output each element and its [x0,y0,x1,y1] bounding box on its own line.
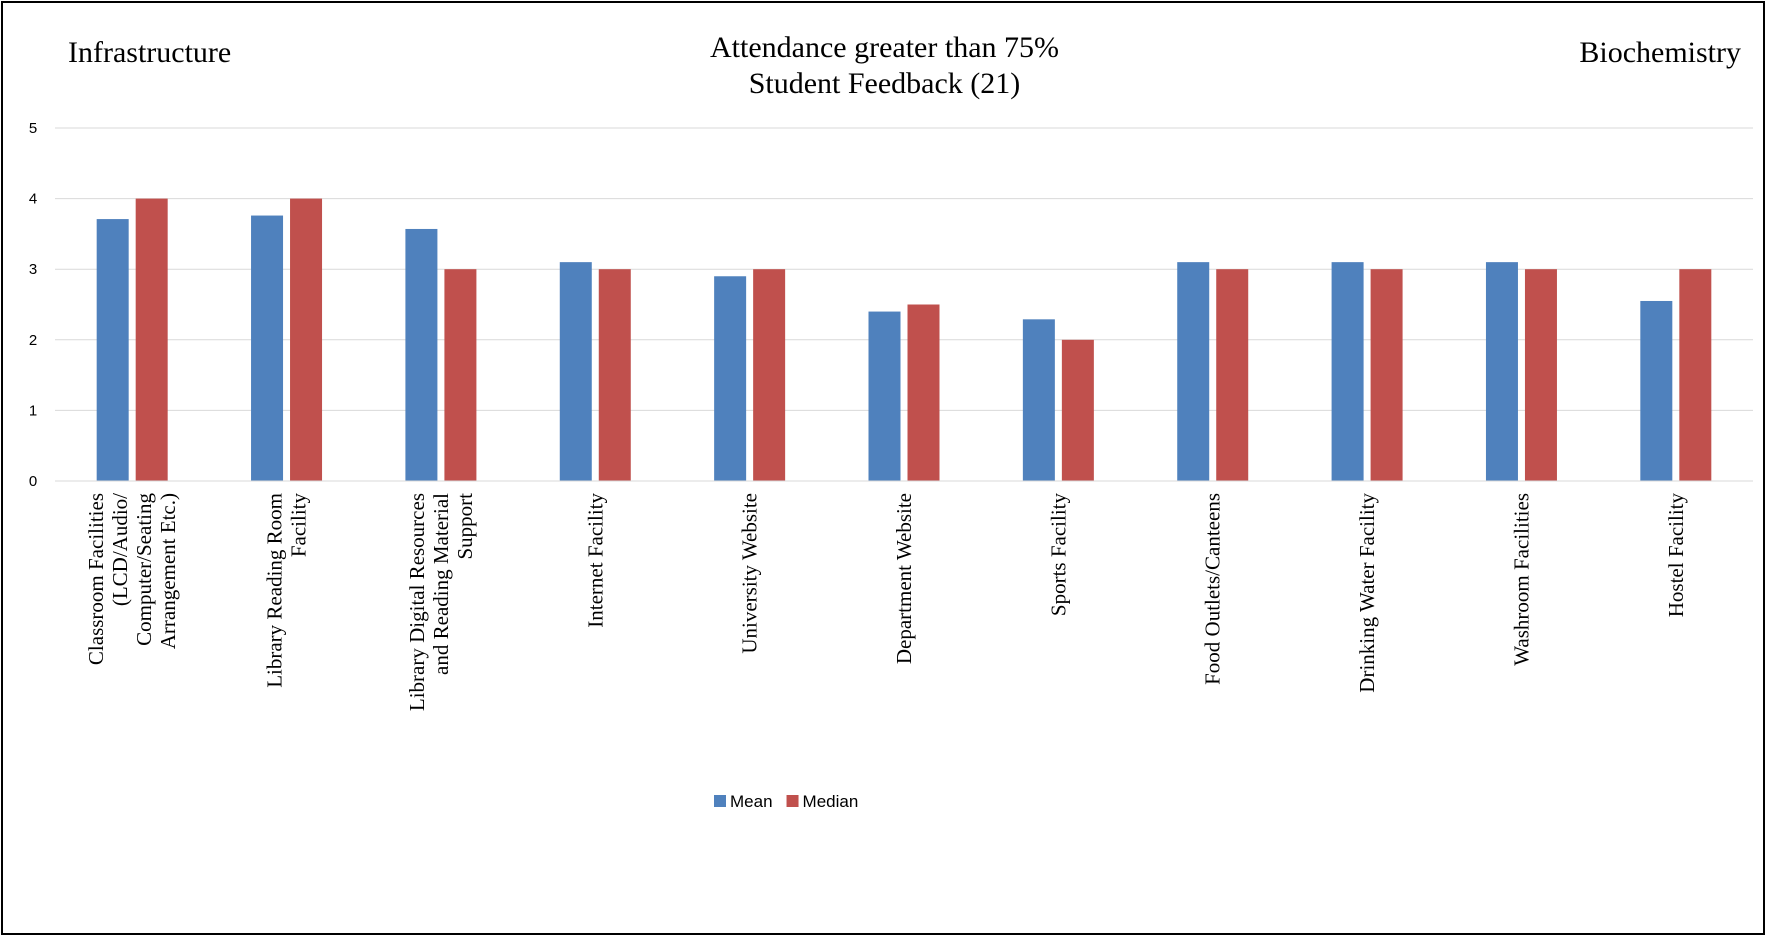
chart-title-line-1: Attendance greater than 75% [710,31,1059,64]
category-label-3: Library Digital Resources and Reading Mat… [405,493,477,711]
legend-label-median: Median [803,792,859,811]
category-label-line: Support [453,493,477,560]
chart-title: Attendance greater than 75% Student Feed… [0,30,1769,102]
bar-mean-10 [1485,262,1518,481]
y-tick-label: 2 [29,332,37,349]
category-label-line: Arrangement Etc.) [156,493,180,649]
category-label-8: Food Outlets/Canteens [1201,493,1225,685]
category-label-1: Classroom Facilities (LCD/Audio/Computer/… [84,493,180,666]
bar-mean-2 [251,215,284,481]
category-label-line: Hostel Facility [1664,493,1688,618]
legend-label-mean: Mean [730,792,773,811]
bar-mean-4 [559,262,592,481]
category-label-7: Sports Facility [1046,493,1070,617]
bar-mean-11 [1640,300,1673,481]
bar-median-9 [1370,269,1403,481]
bar-median-7 [1061,339,1094,481]
category-label-line: and Reading Material [429,493,453,675]
y-tick-label: 4 [29,191,37,208]
bar-mean-3 [405,228,438,481]
category-label-line: (LCD/Audio/ [108,493,132,606]
bar-mean-1 [96,219,129,481]
category-label-line: Department Website [892,493,916,664]
bar-mean-7 [1022,319,1055,481]
category-label-5: University Website [738,493,762,654]
bars [96,198,1712,481]
bar-median-4 [598,269,631,481]
y-tick-label: 0 [29,473,37,490]
y-tick-label: 1 [29,402,37,419]
bar-median-11 [1679,269,1712,481]
category-label-4: Internet Facility [583,493,607,628]
legend: Mean Median [714,792,858,811]
category-label-6: Department Website [892,493,916,664]
category-label-11: Hostel Facility [1664,493,1688,618]
chart-title-line-2: Student Feedback (21) [748,67,1021,100]
bar-mean-8 [1177,262,1210,481]
y-tick-label: 3 [29,261,37,278]
legend-swatch-median [786,795,799,807]
bar-median-10 [1524,269,1557,481]
y-tick-label: 5 [29,120,37,137]
category-label-line: University Website [738,493,762,654]
category-label-2: Library Reading Room Facility [263,493,311,688]
category-label-line: Facility [287,493,311,558]
category-labels: Classroom Facilities (LCD/Audio/Computer/… [84,493,1688,712]
bar-mean-6 [868,311,901,481]
bar-mean-9 [1331,262,1364,481]
category-label-line: Classroom Facilities [84,493,108,665]
category-label-line: Library Digital Resources [405,493,429,711]
category-label-line: Internet Facility [583,493,607,628]
bar-median-5 [753,269,786,481]
bar-median-3 [444,269,477,481]
bar-median-8 [1216,269,1249,481]
y-axis-tick-labels: 0 1 2 3 4 5 [29,120,37,490]
header-right-label: Biochemistry [1579,36,1741,69]
category-label-line: Food Outlets/Canteens [1201,493,1225,685]
grid-lines [55,127,1753,411]
header-left-label: Infrastructure [68,36,232,69]
bar-median-2 [290,198,323,481]
legend-swatch-mean [714,795,726,807]
category-label-line: Drinking Water Facility [1355,493,1379,693]
category-label-9: Drinking Water Facility [1355,493,1379,693]
bar-median-1 [135,198,168,481]
bar-median-6 [907,304,940,481]
bar-mean-5 [714,276,747,481]
category-label-line: Library Reading Room [263,493,287,688]
category-label-10: Washroom Facilities [1509,493,1533,666]
category-label-line: Computer/Seating [132,493,156,646]
category-label-line: Washroom Facilities [1509,493,1533,666]
category-label-line: Sports Facility [1046,493,1070,617]
